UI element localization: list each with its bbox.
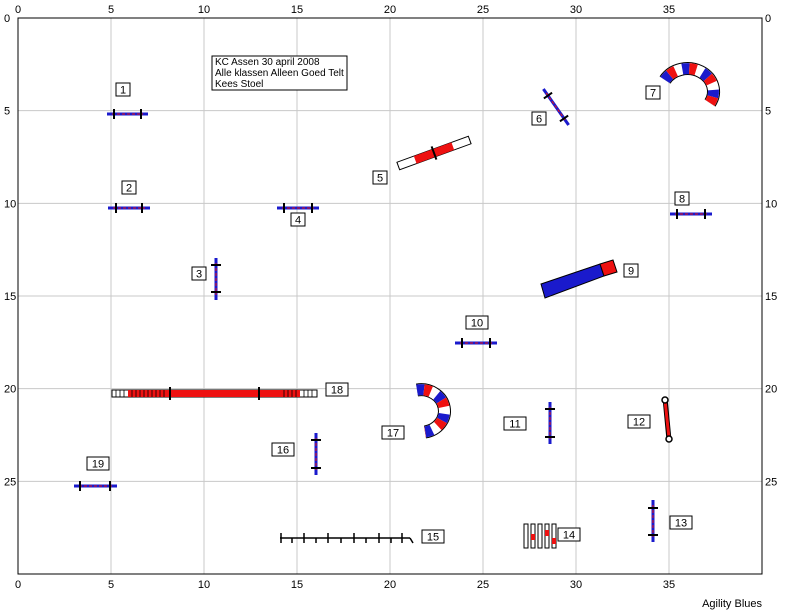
svg-text:17: 17 bbox=[387, 428, 399, 440]
obstacle-9-chute bbox=[540, 259, 618, 299]
x-tick-bottom-0: 0 bbox=[15, 579, 21, 591]
obstacle-17-tunnel bbox=[415, 383, 451, 439]
svg-text:16: 16 bbox=[277, 445, 289, 457]
obstacle-8-jump bbox=[670, 209, 712, 219]
course-info-box: KC Assen 30 april 2008 Alle klassen Alle… bbox=[211, 55, 348, 91]
obstacle-label-17: 17 bbox=[381, 425, 405, 440]
obstacle-label-10: 10 bbox=[465, 315, 489, 330]
svg-text:5: 5 bbox=[377, 173, 383, 185]
svg-text:7: 7 bbox=[650, 88, 656, 100]
svg-text:12: 12 bbox=[633, 417, 645, 429]
x-tick-top-25: 25 bbox=[477, 4, 489, 16]
obstacle-number-labels: 1 2 3 4 5 6 7 8 9 10 11 12 13 14 15 16 1… bbox=[86, 82, 693, 544]
x-tick-top-10: 10 bbox=[198, 4, 210, 16]
obstacle-label-3: 3 bbox=[191, 266, 207, 281]
y-tick-right-15: 15 bbox=[765, 291, 777, 303]
svg-text:15: 15 bbox=[427, 532, 439, 544]
obstacle-label-15: 15 bbox=[421, 529, 445, 544]
x-tick-bottom-30: 30 bbox=[570, 579, 582, 591]
svg-text:19: 19 bbox=[92, 459, 104, 471]
x-tick-bottom-25: 25 bbox=[477, 579, 489, 591]
obstacle-label-14: 14 bbox=[557, 527, 581, 542]
y-tick-right-20: 20 bbox=[765, 384, 777, 396]
y-tick-left-25: 25 bbox=[4, 476, 16, 488]
svg-text:1: 1 bbox=[120, 85, 126, 97]
obstacle-label-9: 9 bbox=[623, 263, 639, 278]
obstacle-7-tunnel bbox=[659, 62, 720, 107]
obstacle-label-16: 16 bbox=[271, 442, 295, 457]
x-tick-bottom-35: 35 bbox=[663, 579, 675, 591]
y-tick-right-5: 5 bbox=[765, 106, 771, 118]
svg-text:2: 2 bbox=[126, 183, 132, 195]
x-tick-top-30: 30 bbox=[570, 4, 582, 16]
obstacle-16-jump bbox=[311, 433, 321, 475]
svg-text:10: 10 bbox=[471, 318, 483, 330]
obstacle-5-seesaw bbox=[396, 135, 472, 171]
x-tick-top-20: 20 bbox=[384, 4, 396, 16]
svg-text:4: 4 bbox=[295, 215, 301, 227]
obstacle-label-1: 1 bbox=[115, 82, 131, 97]
y-tick-left-0: 0 bbox=[4, 13, 10, 25]
obstacle-2-jump bbox=[108, 203, 150, 213]
course-info-line-3: Kees Stoel bbox=[215, 79, 263, 90]
y-tick-left-15: 15 bbox=[4, 291, 16, 303]
svg-text:9: 9 bbox=[628, 266, 634, 278]
obstacle-label-6: 6 bbox=[531, 111, 547, 126]
svg-text:8: 8 bbox=[679, 194, 685, 206]
obstacle-14-weave bbox=[523, 523, 557, 549]
obstacle-label-7: 7 bbox=[645, 85, 661, 100]
x-tick-bottom-15: 15 bbox=[291, 579, 303, 591]
x-tick-bottom-10: 10 bbox=[198, 579, 210, 591]
y-tick-left-5: 5 bbox=[4, 106, 10, 118]
obstacle-label-5: 5 bbox=[372, 170, 388, 185]
svg-text:18: 18 bbox=[331, 385, 343, 397]
obstacle-6-jump bbox=[542, 88, 570, 126]
obstacle-1-jump bbox=[107, 109, 148, 119]
obstacle-label-13: 13 bbox=[669, 515, 693, 530]
obstacle-4-jump bbox=[277, 203, 319, 213]
obstacle-label-19: 19 bbox=[86, 456, 110, 471]
svg-text:13: 13 bbox=[675, 518, 687, 530]
svg-text:3: 3 bbox=[196, 269, 202, 281]
credit-text: Agility Blues bbox=[702, 598, 762, 610]
y-tick-right-25: 25 bbox=[765, 476, 777, 488]
obstacle-label-12: 12 bbox=[627, 414, 651, 429]
obstacle-18-dogwalk bbox=[111, 387, 318, 400]
course-info-line-1: KC Assen 30 april 2008 bbox=[215, 57, 320, 68]
obstacle-label-4: 4 bbox=[290, 212, 306, 227]
y-tick-left-20: 20 bbox=[4, 384, 16, 396]
obstacle-label-2: 2 bbox=[121, 180, 137, 195]
y-tick-left-10: 10 bbox=[4, 198, 16, 210]
x-tick-top-35: 35 bbox=[663, 4, 675, 16]
obstacle-12-tire bbox=[661, 396, 673, 443]
x-tick-bottom-20: 20 bbox=[384, 579, 396, 591]
obstacle-19-jump bbox=[74, 481, 117, 491]
obstacle-11-jump bbox=[545, 402, 555, 444]
y-tick-right-10: 10 bbox=[765, 198, 777, 210]
x-tick-top-0: 0 bbox=[15, 4, 21, 16]
x-tick-bottom-5: 5 bbox=[108, 579, 114, 591]
svg-text:11: 11 bbox=[509, 419, 520, 431]
obstacle-3-jump bbox=[211, 258, 221, 300]
x-tick-top-5: 5 bbox=[108, 4, 114, 16]
obstacle-13-jump bbox=[648, 500, 658, 542]
obstacle-15-long-row bbox=[280, 533, 414, 544]
x-tick-top-15: 15 bbox=[291, 4, 303, 16]
svg-text:14: 14 bbox=[563, 530, 575, 542]
field-border bbox=[17, 17, 763, 575]
course-info-line-2: Alle klassen Alleen Goed Telt bbox=[215, 68, 344, 79]
obstacle-label-11: 11 bbox=[503, 416, 527, 431]
grid bbox=[18, 18, 762, 574]
y-tick-right-0: 0 bbox=[765, 13, 771, 25]
obstacle-10-jump bbox=[455, 338, 497, 348]
svg-text:6: 6 bbox=[536, 114, 542, 126]
obstacle-label-18: 18 bbox=[325, 382, 349, 397]
obstacle-label-8: 8 bbox=[674, 191, 690, 206]
